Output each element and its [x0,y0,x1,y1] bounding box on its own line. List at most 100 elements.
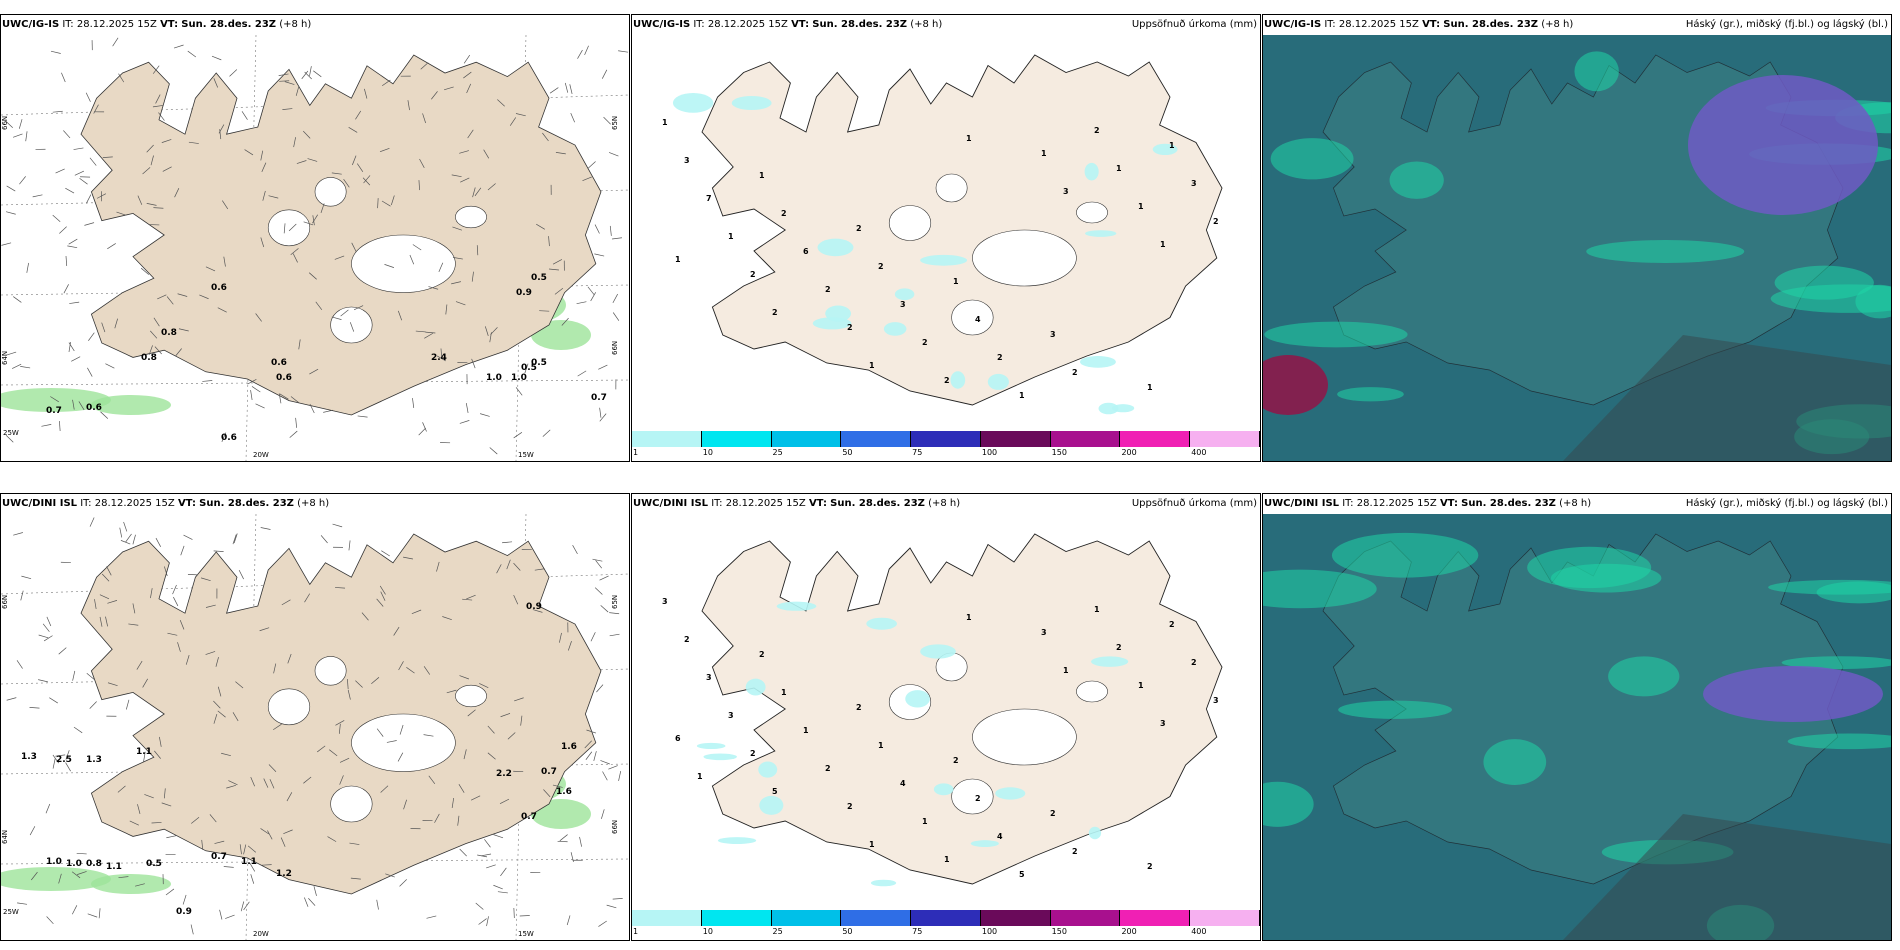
wind-barb [72,670,76,681]
wind-barb [582,176,592,182]
wind-barb [50,50,61,54]
wind-barb [576,301,587,305]
wind-barb [471,271,474,282]
latitude-label: 66N [611,820,619,834]
wind-barb [250,776,255,787]
wind-barb [608,765,618,770]
it-value: 28.12.2025 15Z [1338,19,1419,30]
wind-barb [500,713,511,718]
wind-barb [142,678,149,688]
precip-area [91,395,171,415]
wind-barb [268,195,279,199]
wind-barb [150,155,154,166]
wind-value-label: 1.0 [46,857,62,867]
wind-barb [590,292,596,302]
precip-area [759,795,784,815]
wind-barb [398,661,404,671]
panel-header: UWC/IG-IS IT: 28.12.2025 15Z VT: Sun. 28… [1,15,629,35]
wind-barb [243,844,247,855]
wind-barb [30,871,38,881]
wind-barb [71,871,81,879]
precip-value-label: 2 [1147,862,1153,871]
precip-value-label: 1 [728,232,734,241]
wind-barb [58,873,62,884]
precip-value-label: 3 [1050,330,1056,339]
precip-colorbar: 1 10 25 50 75 100 150 200 400 [632,431,1260,461]
wind-barb [496,564,502,574]
colorbar-tick-label: 1 [633,448,639,457]
wind-barb [273,723,282,731]
wind-barb [483,149,490,159]
wind-barb [263,778,269,788]
wind-barb [232,712,239,722]
wind-barb [423,666,431,675]
vt-label: VT: [1422,19,1441,30]
wind-barb [603,116,611,125]
wind-barb [77,871,87,875]
wind-barb [601,809,605,819]
vt-value: Sun. 28.des. 23Z [181,19,277,30]
wind-barb [471,358,476,369]
wind-barb [215,657,219,667]
wind-barb [399,724,404,735]
precip-value-label: 1 [869,840,875,849]
precip-value-label: 3 [706,673,712,682]
wind-barb [178,328,189,332]
precip-value-label: 7 [706,194,712,203]
wind-value-label: 0.6 [211,283,227,293]
mid-cloud-area [1608,656,1680,697]
wind-barb [412,244,422,251]
precip-value-label: 2 [1072,368,1078,377]
wind-barb [572,544,578,555]
wind-barb [426,915,437,919]
precip-value-label: 2 [1094,126,1100,135]
wind-barb [312,214,319,224]
wind-barb [225,914,235,919]
wind-barb [260,150,264,161]
wind-barb [233,533,238,544]
longitude-label: 20W [253,930,269,938]
wind-barb [116,211,127,216]
wind-barb [347,689,351,700]
precip-value-label: 2 [781,209,787,218]
glacier [1076,201,1108,224]
wind-value-label: 0.5 [531,273,547,283]
wind-barb [179,620,185,630]
wind-barb [301,70,309,80]
wind-barb [438,262,444,273]
precip-area [883,322,907,336]
cloud-map-panel-row1: UWC/IG-IS IT: 28.12.2025 15Z VT: Sun. 28… [1262,14,1892,462]
precip-value-label: 1 [1138,202,1144,211]
precip-area [920,644,956,659]
wind-barb [428,775,436,784]
wind-barb [411,609,422,615]
wind-barb [279,80,290,82]
wind-barb [118,876,129,879]
precip-value-label: 2 [847,802,853,811]
wind-barb [486,916,489,927]
wind-barb [304,593,311,603]
wind-barb [173,44,184,49]
wind-barb [351,242,357,252]
wind-barb [609,225,612,236]
wind-barb [201,839,204,850]
wind-barb [20,366,31,369]
wind-barb [349,842,360,845]
precip-area [905,690,930,708]
precip-value-label: 3 [684,156,690,165]
wind-barb [209,814,217,823]
wind-barb [418,180,420,191]
precip-value-label: 2 [825,285,831,294]
wind-barb [334,255,345,260]
mid-cloud-area [1483,739,1547,785]
precip-value-label: 1 [922,817,928,826]
wind-barb [205,651,216,655]
wind-barb [390,195,395,206]
wind-barb [106,566,112,576]
wind-barb [132,534,136,545]
wind-barb [304,897,309,907]
wind-barb [479,683,489,689]
wind-barb [50,396,59,403]
precip-value-label: 1 [966,613,972,622]
wind-barb [290,396,299,403]
